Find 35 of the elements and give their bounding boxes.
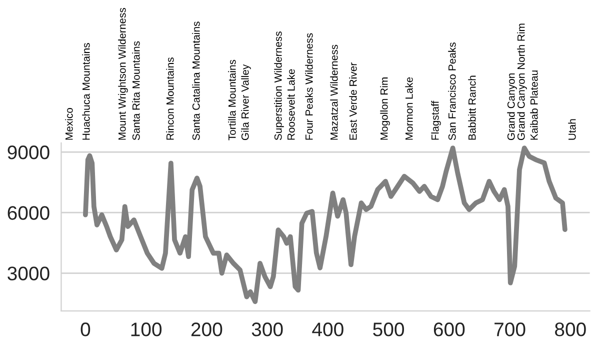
text: Rincon Mountains [166,58,174,140]
text: San Francisco Peaks [448,42,456,140]
x-tick-label: 800 [555,322,586,336]
y-tick-label: 9000 [8,146,50,160]
text: Mogollon Rim [380,78,390,140]
text: Babbitt Ranch [468,76,476,140]
text: Four Peaks Wilderness [305,33,313,140]
text: Santa Catalina Mountains [192,22,200,140]
text: Kaibab Plateau [530,70,538,140]
y-tick-label: 6000 [8,206,50,220]
text: Gila River Valley [241,64,251,140]
text: Grand Canyon [507,73,517,140]
text: Superstition Wilderness [274,31,284,140]
text: Mexico [65,108,73,140]
x-tick-label: 600 [434,322,465,336]
x-tick-label: 400 [312,322,344,336]
x-tick-label: 300 [252,322,283,336]
text: Roosevelt Lake [287,69,295,140]
text: Huachuca Mountains [82,43,90,140]
text: Mormon Lake [405,77,413,140]
line-series [83,146,568,304]
text: East Verde River [349,62,357,140]
text: Mazatzal Wilderness [330,44,338,140]
text: Flagstaff [431,100,441,140]
x-tick-label: 200 [191,322,222,336]
x-tick-label: 0 [80,322,90,336]
text: Utah [568,119,576,140]
text: Tortilla Mountains [228,60,236,140]
x-tick-label: 100 [131,322,162,336]
text: Grand Canyon North Rim [517,24,527,140]
text: Mount Wrightson Wilderness [118,8,128,140]
x-tick-label: 700 [494,322,526,336]
text: Santa Rita Mountains [132,41,140,140]
y-tick-label: 3000 [8,266,50,280]
x-tick-label: 500 [373,322,404,336]
